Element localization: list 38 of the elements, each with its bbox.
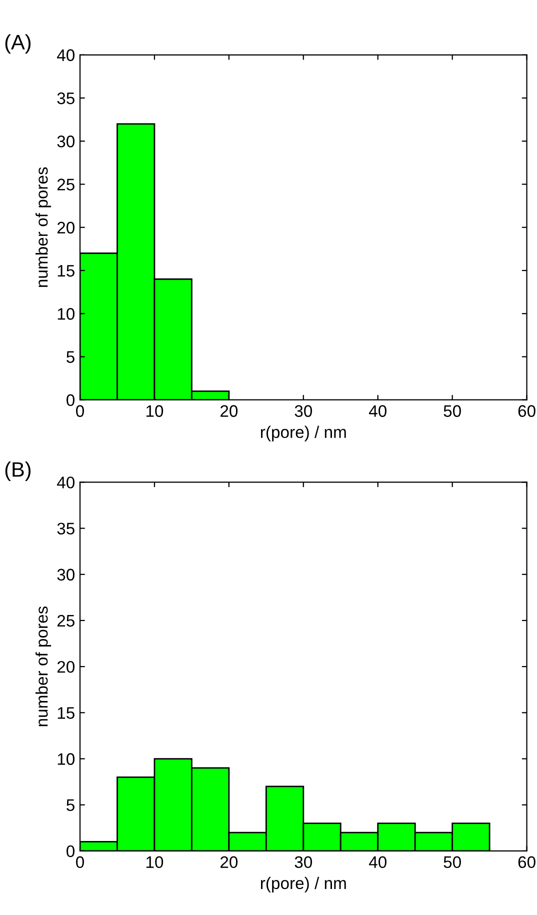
y-tick-label: 15	[58, 265, 74, 277]
y-tick-label: 20	[57, 660, 74, 673]
x-tick-label: 20	[220, 405, 238, 417]
x-axis-title: r(pore) / nm	[260, 876, 346, 892]
y-tick-label: 0	[66, 394, 74, 406]
y-tick-label: 35	[57, 522, 74, 534]
y-tick-label: 5	[66, 351, 74, 363]
y-tick-label: 25	[57, 614, 74, 627]
y-tick-label: 5	[66, 799, 74, 812]
x-tick-label: 60	[518, 856, 536, 868]
x-tick-label: 30	[294, 856, 312, 868]
x-tick-label: 0	[76, 405, 84, 417]
chart-title: (A)	[5, 34, 31, 54]
y-tick-label: 35	[57, 92, 74, 104]
y-tick-label: 40	[57, 476, 74, 488]
x-tick-label: 10	[146, 405, 164, 417]
y-axis-title: number of pores	[36, 606, 52, 726]
y-tick-label: 0	[66, 845, 74, 858]
y-tick-label: 15	[58, 707, 74, 719]
x-axis-title: r(pore) / nm	[260, 426, 346, 442]
x-tick-label: 50	[444, 856, 461, 868]
x-tick-label: 0	[76, 856, 84, 868]
x-tick-label: 40	[368, 856, 386, 868]
y-tick-label: 25	[57, 178, 74, 190]
x-tick-label: 50	[444, 405, 461, 417]
y-tick-label: 10	[58, 308, 74, 320]
y-axis-title: number of pores	[36, 167, 52, 287]
x-tick-label: 10	[146, 856, 164, 868]
y-tick-label: 20	[57, 222, 74, 234]
x-tick-label: 60	[518, 405, 536, 417]
chart-title: (B)	[5, 462, 31, 481]
y-tick-label: 30	[57, 136, 74, 148]
x-tick-label: 40	[368, 405, 386, 417]
y-tick-label: 10	[58, 753, 74, 765]
x-tick-label: 20	[220, 856, 238, 868]
y-tick-label: 40	[57, 49, 74, 62]
y-tick-label: 30	[57, 568, 74, 581]
x-tick-label: 30	[294, 405, 312, 417]
